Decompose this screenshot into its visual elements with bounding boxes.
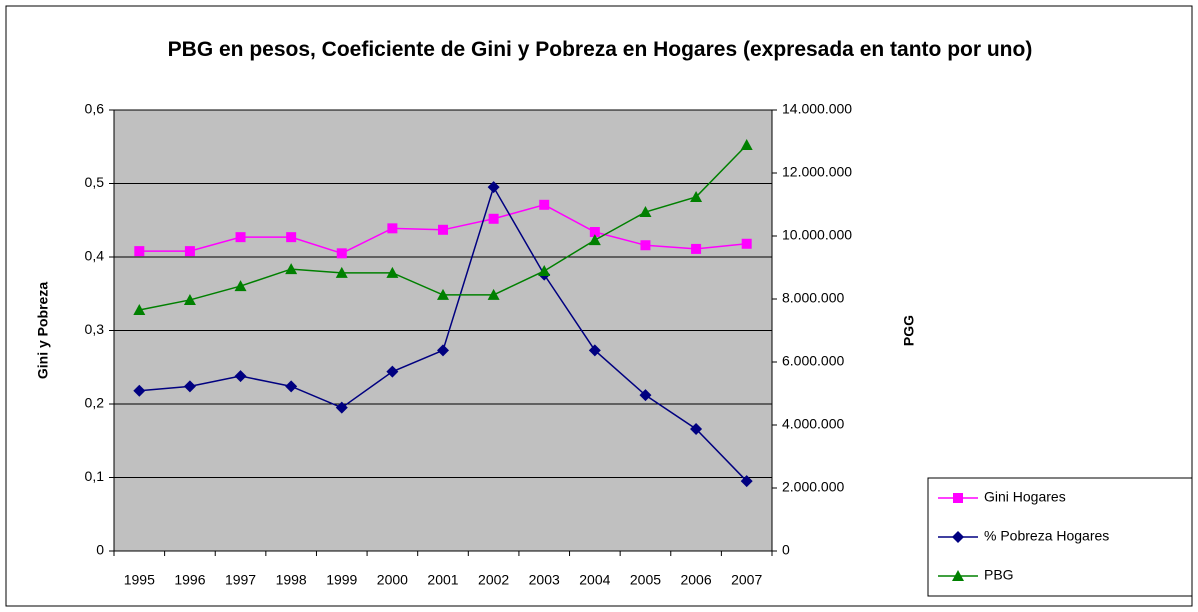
y-tick-label: 0	[96, 542, 104, 558]
data-point	[387, 223, 398, 234]
x-tick-label: 2004	[579, 572, 610, 588]
legend-label: Gini Hogares	[984, 489, 1066, 505]
data-point	[184, 246, 195, 257]
data-point	[386, 365, 399, 378]
data-point	[691, 243, 702, 254]
x-tick-label: 1995	[124, 572, 155, 588]
x-tick-label: 1996	[174, 572, 205, 588]
y2-tick-label: 14.000.000	[782, 101, 852, 117]
x-tick-label: 1999	[326, 572, 357, 588]
data-point	[285, 263, 298, 275]
data-point	[183, 293, 196, 305]
data-point	[335, 401, 348, 414]
data-point	[539, 199, 550, 210]
data-point	[285, 380, 298, 393]
data-point	[639, 206, 652, 218]
x-tick-label: 2000	[377, 572, 408, 588]
x-tick-label: 1997	[225, 572, 256, 588]
y-tick-label: 0,2	[85, 395, 105, 411]
data-point	[183, 380, 196, 393]
x-tick-label: 2001	[427, 572, 458, 588]
data-point	[133, 304, 146, 316]
x-tick-label: 2003	[529, 572, 560, 588]
y-tick-label: 0,1	[85, 468, 105, 484]
data-point	[588, 234, 601, 246]
y2-tick-label: 12.000.000	[782, 164, 852, 180]
legend-marker	[952, 570, 964, 581]
data-point	[538, 264, 551, 276]
data-point	[437, 344, 449, 357]
data-point	[133, 384, 146, 397]
y2-tick-label: 2.000.000	[782, 479, 844, 495]
x-tick-label: 2005	[630, 572, 661, 588]
data-point	[740, 475, 753, 488]
data-point	[488, 213, 499, 224]
x-tick-label: 1998	[276, 572, 307, 588]
legend-marker	[952, 531, 964, 543]
data-point	[234, 370, 247, 383]
data-point	[438, 224, 448, 235]
data-point	[741, 238, 752, 249]
y-tick-label: 0,4	[85, 248, 105, 264]
data-point	[588, 344, 601, 357]
chart-title: PBG en pesos, Coeficiente de Gini y Pobr…	[167, 38, 1033, 61]
data-point	[690, 190, 703, 202]
data-point	[386, 266, 399, 278]
y2-axis-title: PGG	[901, 315, 917, 346]
y-axis-title: Gini y Pobreza	[35, 282, 51, 379]
data-point	[487, 181, 500, 194]
data-point	[134, 246, 145, 257]
y-tick-label: 0,6	[85, 101, 105, 117]
data-point	[286, 232, 297, 243]
data-point	[639, 389, 652, 402]
data-point	[235, 232, 246, 243]
legend-label: % Pobreza Hogares	[984, 528, 1109, 544]
y2-tick-label: 10.000.000	[782, 227, 852, 243]
data-point	[234, 280, 247, 292]
y2-tick-label: 4.000.000	[782, 416, 844, 432]
data-point	[437, 288, 449, 300]
legend-marker	[953, 493, 963, 503]
y-tick-label: 0,3	[85, 321, 105, 337]
y2-tick-label: 0	[782, 542, 790, 558]
y2-tick-label: 8.000.000	[782, 290, 844, 306]
legend-label: PBG	[984, 567, 1014, 583]
data-point	[336, 248, 347, 259]
x-tick-label: 2007	[731, 572, 762, 588]
y-tick-label: 0,5	[85, 174, 105, 190]
x-tick-label: 2002	[478, 572, 509, 588]
data-point	[640, 240, 651, 251]
data-point	[487, 288, 500, 300]
data-point	[740, 138, 753, 150]
data-point	[690, 422, 703, 435]
x-tick-label: 2006	[680, 572, 711, 588]
data-point	[335, 266, 348, 278]
y2-tick-label: 6.000.000	[782, 353, 844, 369]
data-point	[589, 227, 600, 238]
